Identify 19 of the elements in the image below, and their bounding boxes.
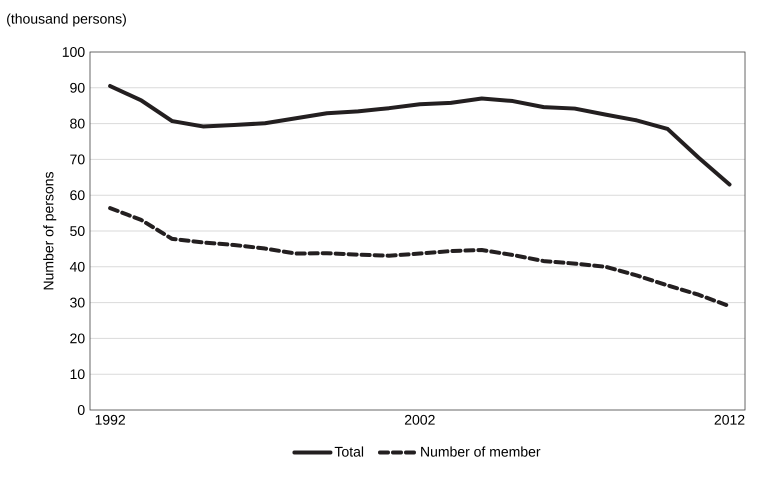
y-tick-label: 60 (70, 190, 85, 200)
y-tick-label: 70 (70, 154, 85, 164)
legend-label: Total (334, 446, 364, 457)
x-tick-label: 2002 (404, 414, 435, 425)
y-tick-label: 80 (70, 118, 85, 129)
y-tick-label: 30 (70, 298, 85, 308)
line-series (108, 84, 732, 186)
x-tick-label: 2012 (714, 414, 744, 425)
y-tick-label: 40 (70, 262, 85, 272)
x-tick-label: 1992 (96, 414, 125, 425)
y-tick-label: 100 (62, 47, 85, 57)
y-tick-label: 90 (70, 82, 85, 93)
text: (thousand persons) (7, 13, 126, 27)
y-tick-label: 10 (70, 369, 85, 380)
y-axis-title: Number of persons (43, 172, 56, 290)
legend-label: Number of member (421, 446, 540, 457)
y-tick-label: 20 (70, 333, 85, 344)
y-tick-label: 0 (78, 405, 85, 415)
y-tick-label: 50 (70, 226, 85, 236)
